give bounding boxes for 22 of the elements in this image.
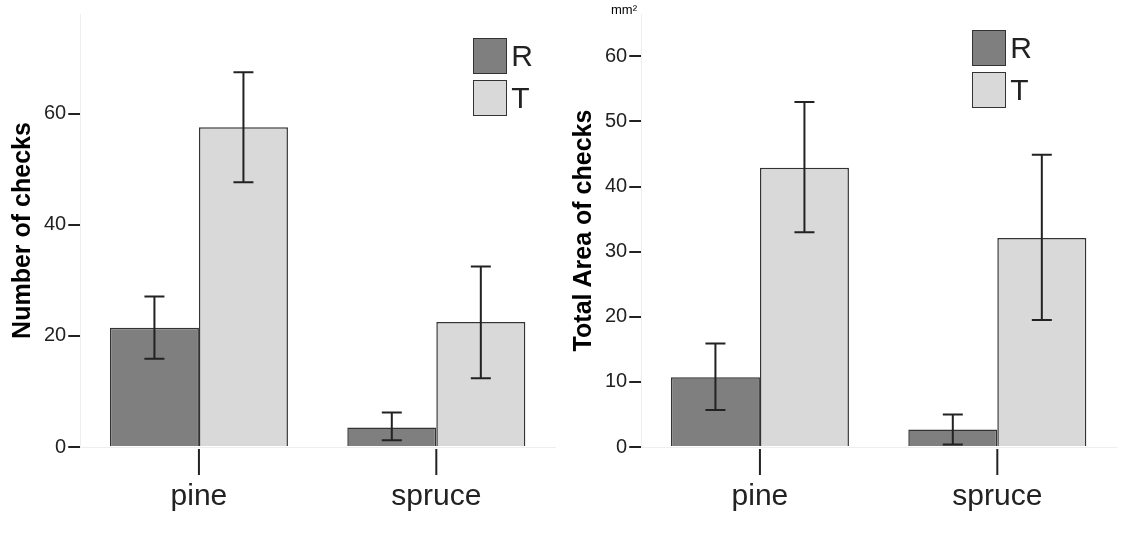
x-tick-label: pine bbox=[731, 478, 789, 512]
y-axis-title: Total Area of checks bbox=[567, 109, 596, 352]
y-tick-label: 30 bbox=[605, 239, 628, 262]
y-tick-label: 60 bbox=[44, 101, 67, 124]
y-tick-label: 0 bbox=[616, 434, 628, 457]
legend-label: R bbox=[511, 38, 533, 74]
y-tick-label: 0 bbox=[55, 434, 67, 457]
y-tick-label: 60 bbox=[605, 43, 628, 66]
y-tick-label: 50 bbox=[605, 108, 628, 131]
y-tick-label: 20 bbox=[605, 304, 628, 327]
x-tick-label: spruce bbox=[391, 478, 482, 512]
x-tick-label: spruce bbox=[952, 478, 1043, 512]
text: mm² bbox=[611, 2, 637, 17]
y-tick-label: 40 bbox=[44, 212, 67, 235]
y-tick-label: 40 bbox=[605, 174, 628, 197]
y-axis-title: Number of checks bbox=[6, 122, 35, 339]
legend-label: T bbox=[1010, 72, 1029, 108]
x-tick-label: pine bbox=[170, 478, 228, 512]
legend-label: R bbox=[1010, 30, 1032, 66]
legend-label: T bbox=[511, 80, 530, 116]
y-tick-label: 10 bbox=[605, 369, 628, 392]
y-tick-label: 20 bbox=[44, 323, 67, 346]
